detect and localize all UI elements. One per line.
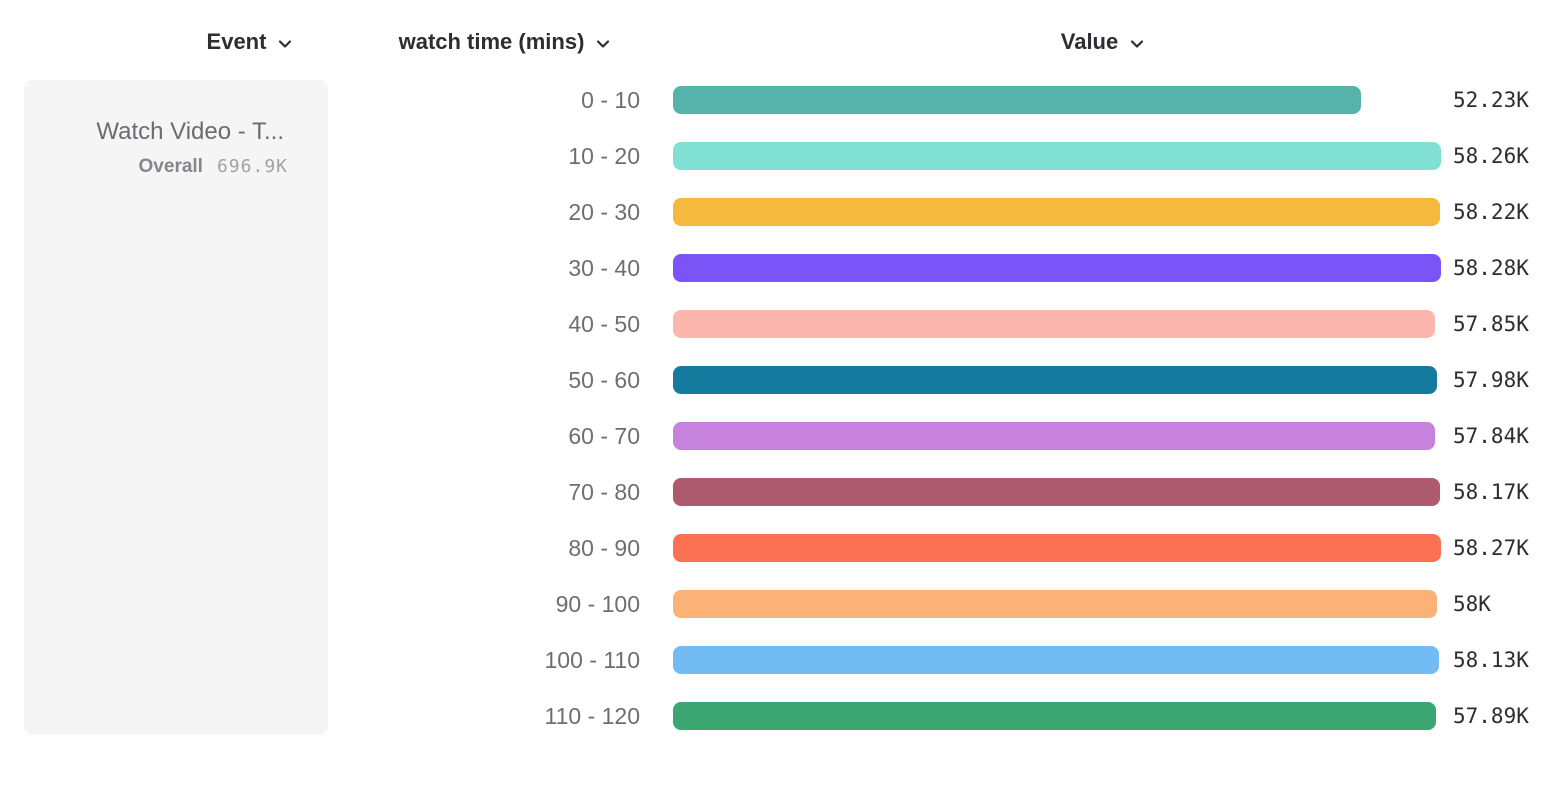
category-label: 40 - 50 xyxy=(568,310,640,337)
overall-label: Overall xyxy=(138,156,203,177)
chart-row: 80 - 90 58.27K xyxy=(0,520,1568,576)
chart-row: 10 - 20 58.26K xyxy=(0,128,1568,184)
bar-track xyxy=(673,198,1441,226)
bar-segment[interactable] xyxy=(673,534,1441,562)
chart-row: 40 - 50 57.85K xyxy=(0,296,1568,352)
bar-track xyxy=(673,142,1441,170)
bar-segment[interactable] xyxy=(673,142,1441,170)
chart-row: 110 - 120 57.89K xyxy=(0,688,1568,744)
event-column-dropdown[interactable]: Event xyxy=(150,26,350,58)
chart-row: 60 - 70 57.84K xyxy=(0,408,1568,464)
bar-segment[interactable] xyxy=(673,86,1362,114)
chart-row: 100 - 110 58.13K xyxy=(0,632,1568,688)
category-label: 70 - 80 xyxy=(568,478,640,505)
breakdown-column-label: watch time (mins) xyxy=(398,29,585,54)
bar-track xyxy=(673,590,1441,618)
value-label: 58.27K xyxy=(1453,536,1529,560)
chart-row: 70 - 80 58.17K xyxy=(0,464,1568,520)
value-label: 58.17K xyxy=(1453,480,1529,504)
value-label: 57.98K xyxy=(1453,368,1529,392)
bar-track xyxy=(673,86,1441,114)
chevron-down-icon xyxy=(1129,36,1145,52)
category-label: 50 - 60 xyxy=(568,366,640,393)
value-label: 58.13K xyxy=(1453,648,1529,672)
bar-track xyxy=(673,366,1441,394)
category-label: 80 - 90 xyxy=(568,534,640,561)
category-label: 60 - 70 xyxy=(568,422,640,449)
chart-row: 0 - 10 52.23K xyxy=(0,72,1568,128)
chart-row: 50 - 60 57.98K xyxy=(0,352,1568,408)
chevron-down-icon xyxy=(595,36,611,52)
value-label: 57.85K xyxy=(1453,312,1529,336)
value-label: 58.28K xyxy=(1453,256,1529,280)
bar-segment[interactable] xyxy=(673,198,1441,226)
bar-segment[interactable] xyxy=(673,310,1436,338)
event-overall-row: Overall 696.9K xyxy=(139,156,288,178)
value-label: 58.26K xyxy=(1453,144,1529,168)
event-column-label: Event xyxy=(206,29,267,54)
chart-row: 90 - 100 58K xyxy=(0,576,1568,632)
category-label: 30 - 40 xyxy=(568,254,640,281)
value-column-label: Value xyxy=(1060,29,1119,54)
value-column-dropdown[interactable]: Value xyxy=(1000,26,1206,58)
bar-track xyxy=(673,254,1441,282)
value-label: 57.89K xyxy=(1453,704,1529,728)
bar-track xyxy=(673,478,1441,506)
bar-track xyxy=(673,534,1441,562)
bar-segment[interactable] xyxy=(673,702,1436,730)
category-label: 10 - 20 xyxy=(568,142,640,169)
bar-track xyxy=(673,310,1441,338)
value-label: 57.84K xyxy=(1453,424,1529,448)
bar-chart: 0 - 10 52.23K 10 - 20 58.26K 20 - 30 58.… xyxy=(0,72,1568,744)
bar-segment[interactable] xyxy=(673,254,1441,282)
event-title: Watch Video - T... xyxy=(96,118,284,145)
chart-row: 20 - 30 58.22K xyxy=(0,184,1568,240)
chart-row: 30 - 40 58.28K xyxy=(0,240,1568,296)
overall-value: 696.9K xyxy=(216,156,288,177)
category-label: 20 - 30 xyxy=(568,198,640,225)
bar-segment[interactable] xyxy=(673,422,1436,450)
value-label: 58.22K xyxy=(1453,200,1529,224)
bar-track xyxy=(673,702,1441,730)
bar-segment[interactable] xyxy=(673,366,1437,394)
bar-track xyxy=(673,646,1441,674)
category-label: 110 - 120 xyxy=(544,702,640,729)
category-label: 100 - 110 xyxy=(544,646,640,673)
bar-segment[interactable] xyxy=(673,646,1439,674)
chevron-down-icon xyxy=(277,36,293,52)
bar-track xyxy=(673,422,1441,450)
category-label: 0 - 10 xyxy=(581,86,640,113)
bar-segment[interactable] xyxy=(673,478,1440,506)
breakdown-column-dropdown[interactable]: watch time (mins) xyxy=(380,26,630,58)
bar-segment[interactable] xyxy=(673,590,1438,618)
value-label: 58K xyxy=(1453,592,1491,616)
category-label: 90 - 100 xyxy=(555,590,640,617)
value-label: 52.23K xyxy=(1453,88,1529,112)
event-card[interactable]: Watch Video - T... Overall 696.9K xyxy=(24,80,328,735)
